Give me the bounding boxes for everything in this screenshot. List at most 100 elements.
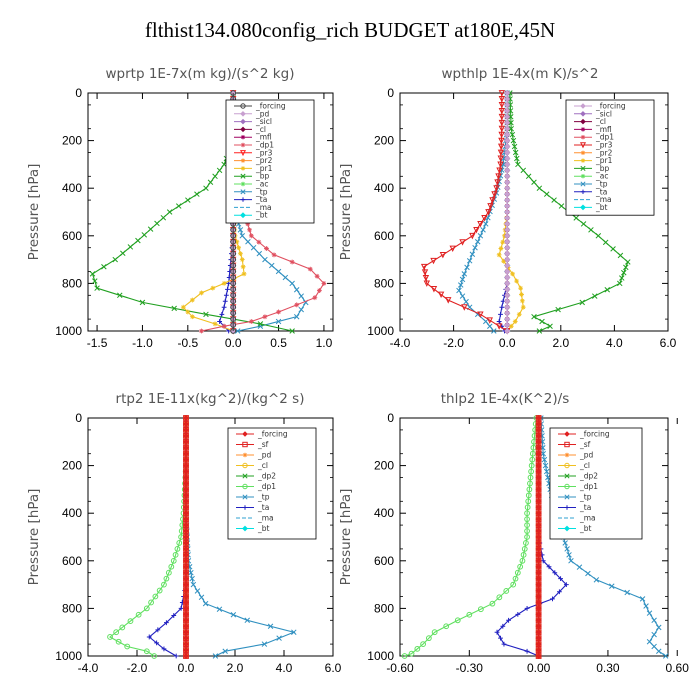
data-point (504, 101, 511, 108)
data-point (525, 492, 532, 499)
x-tick-label: -0.5 (177, 336, 198, 350)
data-point (89, 271, 96, 277)
data-point (497, 149, 505, 157)
data-point (165, 569, 172, 576)
data-point (651, 617, 657, 624)
data-point (230, 286, 237, 293)
data-point (504, 131, 511, 138)
data-point (580, 221, 587, 227)
legend-label: _pd (255, 109, 270, 118)
legend-marker (240, 118, 246, 125)
y-tick-label: 600 (62, 229, 82, 243)
data-point (512, 149, 519, 156)
data-point (119, 624, 126, 631)
data-point (163, 575, 170, 582)
legend-label: _ta (579, 503, 591, 512)
data-point (183, 569, 189, 576)
data-point (504, 298, 511, 305)
data-point (469, 232, 476, 240)
data-point (486, 317, 493, 324)
data-point (473, 226, 480, 234)
plot-frame (399, 92, 669, 332)
data-point (535, 444, 542, 451)
data-point (535, 426, 542, 433)
data-point (524, 510, 530, 517)
data-point (230, 280, 237, 287)
data-point (639, 596, 646, 602)
legend-label: _bp (255, 172, 270, 181)
data-point (250, 244, 257, 251)
data-point (514, 569, 521, 576)
data-point (477, 606, 484, 613)
data-point (540, 450, 546, 457)
data-point (190, 581, 197, 588)
data-point (504, 280, 511, 287)
legend-marker (564, 441, 570, 448)
legend-label: _tp (255, 187, 268, 196)
data-point (289, 280, 295, 287)
data-point (230, 244, 237, 251)
data-point (528, 462, 535, 469)
data-point (508, 323, 514, 329)
data-point (540, 558, 546, 564)
data-point (491, 328, 497, 334)
data-point (503, 588, 510, 594)
legend-marker (240, 111, 246, 117)
data-point (221, 323, 227, 329)
data-point (221, 281, 227, 286)
data-point (449, 245, 456, 253)
data-point (183, 635, 189, 642)
legend: _forcing_pd_sicl_cl_mfl_dp1_pr3_pr2_pr1_… (225, 99, 315, 224)
legend-marker (239, 150, 247, 157)
data-point (497, 155, 504, 162)
data-point (524, 606, 530, 611)
data-point (230, 250, 237, 257)
data-point (244, 617, 251, 624)
data-point (225, 286, 230, 292)
legend-label: _ma (579, 514, 596, 523)
data-point (143, 648, 150, 655)
legend-marker (240, 173, 246, 179)
data-point (535, 539, 542, 546)
data-point (463, 298, 469, 305)
data-point (437, 291, 445, 299)
y-tick-label: 0 (75, 86, 82, 100)
data-point (94, 285, 100, 291)
y-axis-label: Pressure [hPa] (338, 164, 354, 261)
data-point (541, 456, 548, 463)
data-point (504, 107, 511, 114)
data-point (230, 268, 237, 275)
data-point (289, 328, 295, 334)
data-point (525, 173, 532, 180)
data-point (497, 143, 505, 151)
data-point (183, 599, 189, 606)
data-point (230, 316, 237, 323)
data-point (535, 575, 542, 582)
data-point (551, 197, 557, 203)
data-point (248, 233, 254, 239)
data-point (496, 252, 502, 258)
data-point (268, 262, 275, 269)
data-point (617, 280, 623, 287)
y-tick-label: 0 (75, 411, 82, 425)
data-point (529, 450, 536, 457)
data-point (459, 276, 466, 283)
data-point (558, 576, 563, 582)
data-point (223, 292, 229, 298)
data-point (238, 251, 243, 257)
data-point (602, 239, 609, 246)
data-point (504, 220, 511, 227)
data-point (619, 275, 625, 281)
data-point (504, 238, 511, 245)
x-tick-label: -4.0 (78, 661, 99, 675)
data-point (276, 309, 281, 315)
series-line (148, 418, 187, 657)
legend-label: _tp (257, 493, 270, 502)
data-point (185, 309, 191, 315)
series-forcing (183, 415, 189, 659)
data-point (535, 468, 542, 475)
legend-label: _mfl (255, 133, 272, 142)
data-point (477, 221, 484, 228)
data-point (160, 214, 167, 221)
data-point (174, 546, 181, 552)
